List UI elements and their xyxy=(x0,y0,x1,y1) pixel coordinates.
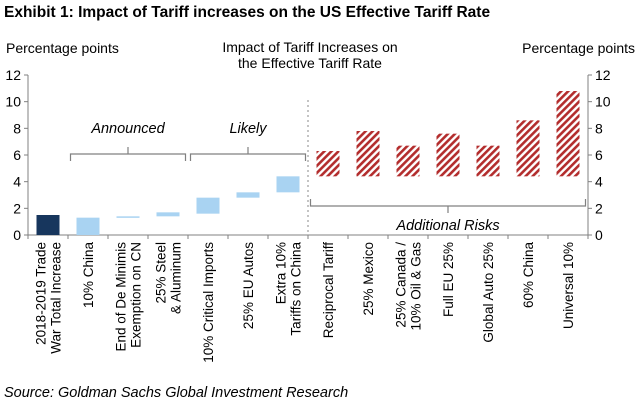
bar xyxy=(236,192,260,198)
y-tick-right-label: 0 xyxy=(595,227,603,243)
y-tick-right-label: 6 xyxy=(595,147,603,163)
bar xyxy=(36,215,60,235)
x-tick-label: Exemption on CN xyxy=(129,242,144,348)
bar xyxy=(556,91,580,177)
y-axis-left-title: Percentage points xyxy=(6,40,119,56)
x-tick-label: Universal 10% xyxy=(561,242,576,329)
x-tick-label: War Total Increase xyxy=(49,242,64,354)
exhibit-title: Exhibit 1: Impact of Tariff increases on… xyxy=(4,4,491,21)
x-tick-label: 25% Canada / xyxy=(394,242,409,328)
x-tick-label: End of De Minimis xyxy=(114,242,129,352)
y-tick-left-label: 4 xyxy=(13,174,21,190)
annotation-bracket xyxy=(69,147,187,161)
x-tick-label: 10% Oil & Gas xyxy=(409,242,424,331)
y-tick-left-label: 6 xyxy=(13,147,21,163)
x-tick-label: 60% China xyxy=(521,242,536,309)
annotation-label: Additional Risks xyxy=(395,218,499,234)
y-tick-right-label: 8 xyxy=(595,120,603,136)
x-tick-label: 10% China xyxy=(81,242,96,309)
bar xyxy=(436,133,460,177)
annotation-bracket xyxy=(309,199,587,213)
y-tick-left-label: 0 xyxy=(13,227,21,243)
annotation-bracket xyxy=(189,147,307,161)
bar xyxy=(516,120,540,177)
bar xyxy=(116,216,140,218)
x-tick-label: Tariffs on China xyxy=(289,242,304,336)
source-note: Source: Goldman Sachs Global Investment … xyxy=(4,385,349,401)
annotation-label: Likely xyxy=(229,121,267,137)
y-tick-right-label: 12 xyxy=(595,67,611,83)
bar xyxy=(356,131,380,177)
x-tick-label: Global Auto 25% xyxy=(481,242,496,343)
chart-title-line: Impact of Tariff Increases on xyxy=(222,39,397,55)
chart-title-line: the Effective Tariff Rate xyxy=(238,55,382,71)
bar xyxy=(396,145,420,177)
x-tick-label: 10% Critical Imports xyxy=(201,242,216,363)
y-tick-left-label: 10 xyxy=(5,94,21,110)
y-tick-right-label: 10 xyxy=(595,94,611,110)
bar xyxy=(76,217,100,235)
x-tick-label: 25% Steel xyxy=(154,242,169,304)
x-tick-label: Extra 10% xyxy=(274,242,289,304)
bar xyxy=(316,151,340,177)
annotation-label: Announced xyxy=(90,121,165,137)
y-axis-right-title: Percentage points xyxy=(522,40,635,56)
x-tick-label: Full EU 25% xyxy=(441,242,456,317)
bar xyxy=(196,197,220,214)
y-tick-left-label: 12 xyxy=(5,67,21,83)
y-tick-right-label: 4 xyxy=(595,174,603,190)
y-tick-left-label: 8 xyxy=(13,120,21,136)
x-tick-label: & Aluminum xyxy=(169,242,184,314)
bar xyxy=(156,212,180,217)
x-tick-label: 25% Mexico xyxy=(361,242,376,316)
bar xyxy=(276,176,300,193)
x-tick-label: 25% EU Autos xyxy=(241,242,256,329)
tariff-chart: 0 0 2 2 4 4 6 6 8 8 10 10 12 12 Percentage points Perce… xyxy=(5,39,635,363)
x-tick-label: 2018-2019 Trade xyxy=(34,242,49,345)
y-tick-right-label: 2 xyxy=(595,200,603,216)
bar xyxy=(476,145,500,177)
x-tick-label: Reciprocal Tariff xyxy=(321,242,336,339)
y-tick-left-label: 2 xyxy=(13,200,21,216)
